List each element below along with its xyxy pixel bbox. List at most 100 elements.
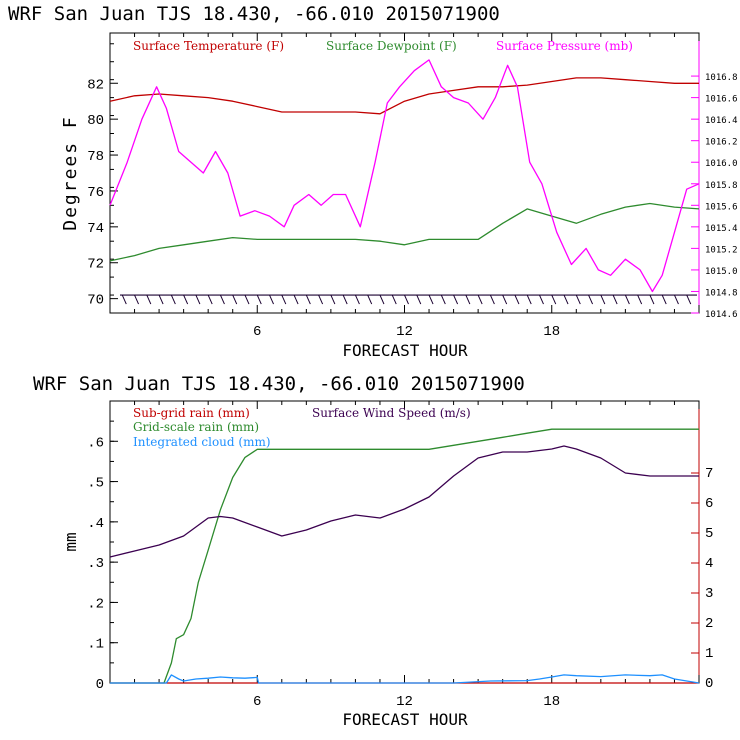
panel2-y-tick-labels: 0 .1 .2 .3 .4 .5 .6 (87, 435, 104, 693)
y2-tick-1016-8: 1016.8 (705, 73, 738, 83)
wind-barb (489, 294, 495, 305)
y2-tick-1015-6: 1015.6 (705, 202, 738, 212)
series-line-grid-scale-rain-mm (110, 428, 699, 684)
wind-barb (416, 294, 422, 305)
y-tick-0: 0 (96, 677, 104, 693)
wind-barb (305, 294, 311, 305)
panel1-y-axis-label: Degrees F (60, 115, 81, 231)
wind-barb (551, 294, 557, 305)
panel1-x-axis-label: FORECAST HOUR (342, 341, 468, 360)
wind-barb (539, 294, 544, 305)
y-tick-0-6: .6 (87, 435, 104, 451)
panel2-x-axis-label: FORECAST HOUR (342, 710, 468, 729)
wind-barb (232, 294, 238, 305)
wind-barb (575, 294, 581, 305)
panel1-y-tick-labels: 70 72 74 76 78 80 82 (87, 77, 104, 308)
y-tick-0-3: .3 (87, 556, 104, 572)
series-line-surface-dewpoint-f (109, 202, 700, 262)
y-tick-0-2: .2 (87, 596, 104, 612)
wind-barb (354, 294, 360, 305)
y2-tick-1015-4: 1015.4 (705, 224, 738, 234)
wind-barb (244, 294, 250, 305)
y-tick-82: 82 (87, 77, 104, 93)
legend-surface-pressure: Surface Pressure (mb) (496, 39, 633, 53)
y2-tick-4: 4 (705, 556, 713, 572)
wind-barb (514, 294, 520, 305)
precipitation-panel: WRF San Juan TJS 18.430, -66.010 2015071… (33, 373, 713, 729)
panel1-legend: Surface Temperature (F) Surface Dewpoint… (133, 39, 633, 53)
wind-barb (428, 294, 434, 305)
wind-barbs (120, 294, 697, 305)
legend-surface-dewpoint: Surface Dewpoint (F) (326, 39, 457, 53)
wind-barb (207, 294, 213, 305)
wind-barb (477, 294, 483, 305)
wind-barb (686, 294, 692, 305)
y2-tick-1016-2: 1016.2 (705, 138, 738, 148)
x-tick-12: 12 (396, 694, 413, 710)
y-tick-76: 76 (87, 185, 104, 201)
panel1-frame (109, 32, 700, 314)
y2-tick-2: 2 (705, 616, 713, 632)
x-tick-6: 6 (253, 324, 261, 340)
panel2-x-tick-labels: 6 12 18 (253, 694, 560, 710)
y2-tick-5: 5 (705, 526, 713, 542)
y-tick-0-1: .1 (87, 637, 104, 653)
wind-barb (195, 294, 201, 305)
panel2-y-axis-label: mm (61, 532, 80, 551)
y2-tick-3: 3 (705, 586, 713, 602)
y-tick-0-4: .4 (87, 516, 104, 532)
panel1-right-tick-labels: 1014.6 1014.8 1015.0 1015.2 1015.4 1015.… (705, 73, 738, 320)
wind-barb (661, 294, 667, 305)
series-line-integrated-cloud-mm (110, 674, 700, 684)
legend-integrated-cloud: Integrated cloud (mm) (133, 435, 271, 449)
panel2-series (109, 428, 700, 684)
wind-barb (674, 294, 679, 305)
wind-barb (269, 294, 274, 305)
legend-subgrid-rain: Sub-grid rain (mm) (133, 406, 250, 420)
wind-barb (183, 294, 189, 305)
wind-barb (379, 294, 385, 305)
wind-barb (453, 294, 459, 305)
x-tick-18: 18 (543, 324, 560, 340)
legend-surface-temperature: Surface Temperature (F) (133, 39, 284, 53)
y2-tick-1015-2: 1015.2 (705, 245, 738, 255)
y2-tick-1: 1 (705, 646, 713, 662)
panel1-series (109, 59, 700, 293)
y-tick-74: 74 (87, 221, 104, 237)
wind-barb (465, 294, 471, 305)
wind-barb (440, 294, 446, 305)
wind-barb (526, 294, 532, 305)
y-tick-70: 70 (87, 293, 104, 309)
y2-tick-1014-8: 1014.8 (705, 288, 738, 298)
panel2-legend: Sub-grid rain (mm) Surface Wind Speed (m… (133, 406, 471, 449)
x-tick-6: 6 (253, 694, 261, 710)
series-line-surface-pressure-mb (109, 59, 700, 293)
y2-tick-1014-6: 1014.6 (705, 310, 738, 320)
wind-barb (391, 294, 397, 305)
temperature-panel: WRF San Juan TJS 18.430, -66.010 2015071… (8, 3, 738, 360)
wind-barb (624, 294, 630, 305)
wind-barb (318, 294, 324, 305)
wind-barb (367, 294, 373, 305)
wind-barb (281, 294, 287, 305)
wind-barb (563, 294, 569, 305)
wind-barb (219, 294, 225, 305)
y-tick-80: 80 (87, 113, 104, 129)
x-tick-12: 12 (396, 324, 413, 340)
y2-tick-1016-0: 1016.0 (705, 159, 738, 169)
y2-tick-1016-4: 1016.4 (705, 116, 738, 126)
legend-surface-wind-speed: Surface Wind Speed (m/s) (312, 406, 471, 420)
y2-tick-0: 0 (705, 676, 713, 692)
wind-barb (502, 294, 508, 305)
wind-barb (121, 294, 127, 305)
panel1-ticks (109, 33, 700, 314)
panel1-x-tick-labels: 6 12 18 (253, 324, 560, 340)
series-line-surface-temperature-f (109, 77, 699, 115)
wind-barb (342, 294, 348, 305)
y2-tick-1015-0: 1015.0 (705, 267, 738, 277)
wind-barb (170, 294, 176, 305)
x-tick-18: 18 (543, 694, 560, 710)
wind-barb (637, 294, 643, 305)
y-tick-78: 78 (87, 149, 104, 165)
panel1-title: WRF San Juan TJS 18.430, -66.010 2015071… (8, 3, 500, 25)
